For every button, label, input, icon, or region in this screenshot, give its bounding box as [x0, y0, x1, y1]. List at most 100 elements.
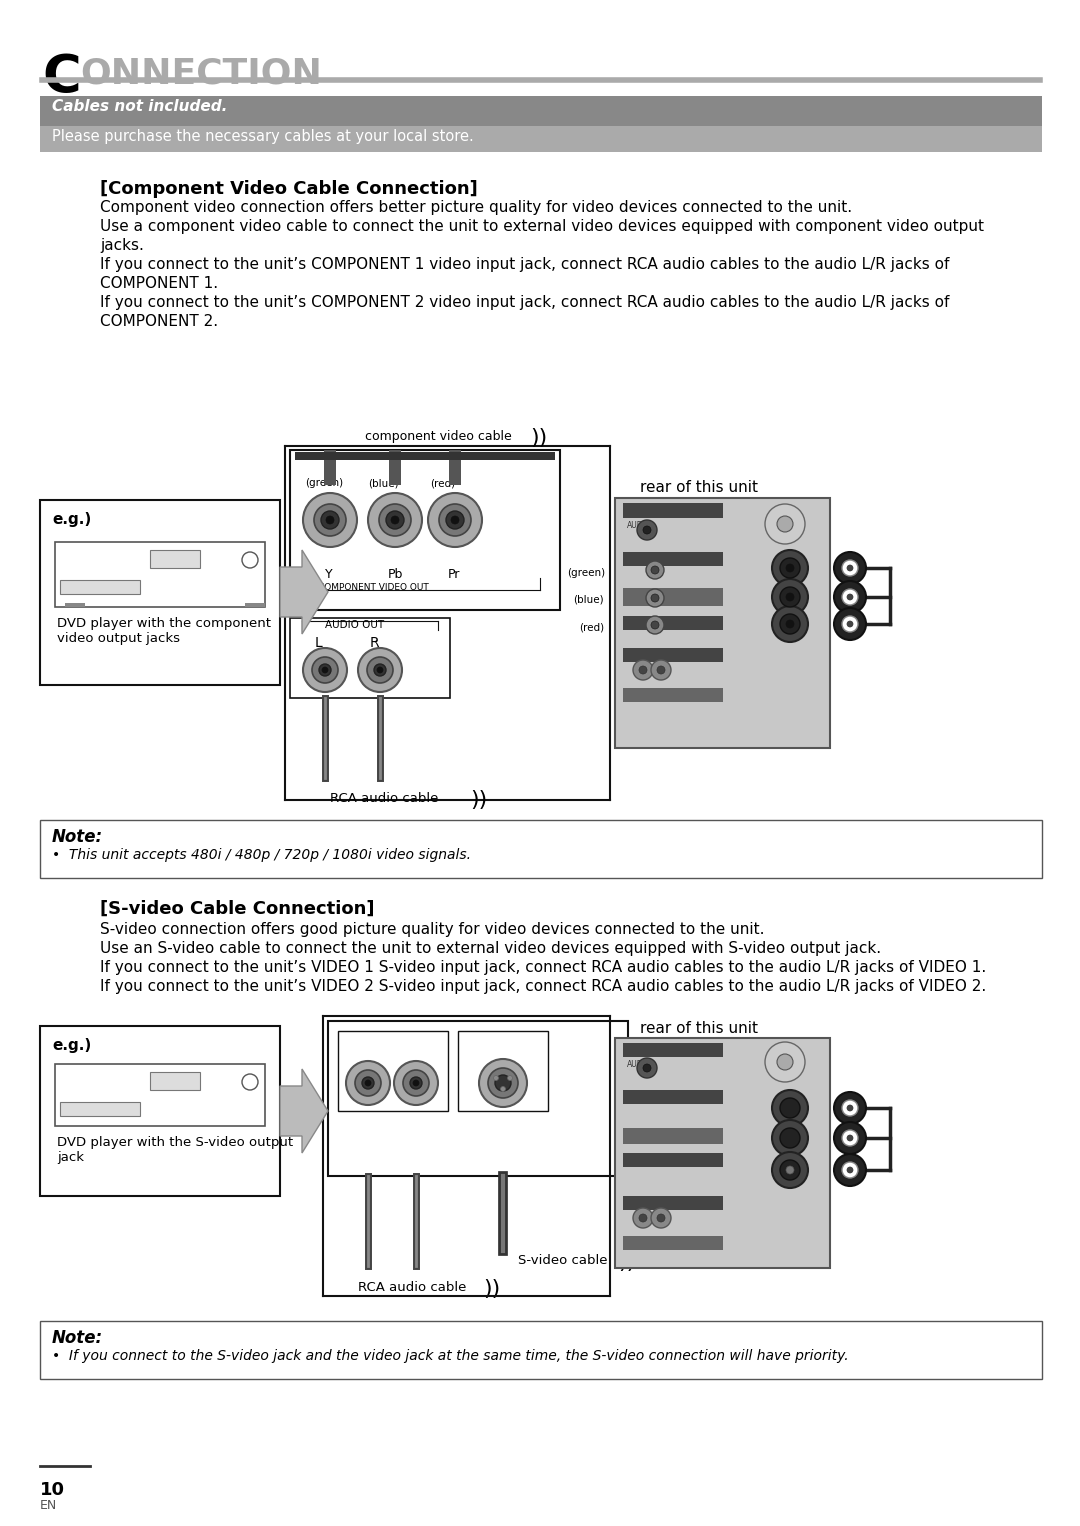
Text: rear of this unit: rear of this unit	[640, 481, 758, 494]
Text: component video cable: component video cable	[365, 430, 512, 443]
Bar	[623, 1236, 723, 1250]
Circle shape	[847, 1135, 853, 1141]
Text: [Component Video Cable Connection]: [Component Video Cable Connection]	[100, 180, 477, 198]
Circle shape	[786, 620, 794, 629]
Bar	[449, 450, 461, 485]
Circle shape	[495, 1074, 511, 1091]
Text: Use an S-video cable to connect the unit to external video devices equipped with: Use an S-video cable to connect the unit…	[100, 942, 881, 955]
Circle shape	[368, 493, 422, 546]
Circle shape	[847, 621, 853, 627]
Circle shape	[847, 565, 853, 571]
Bar	[40, 96, 1042, 127]
Circle shape	[319, 664, 330, 676]
Text: AUDIO: AUDIO	[625, 690, 648, 694]
Circle shape	[322, 667, 328, 673]
Text: )): ))	[530, 427, 548, 449]
Bar	[40, 819, 1042, 877]
Circle shape	[786, 1166, 794, 1173]
Circle shape	[314, 504, 346, 536]
Bar	[615, 497, 831, 748]
Circle shape	[410, 1077, 422, 1090]
Text: (red): (red)	[430, 478, 455, 488]
Circle shape	[488, 1068, 518, 1099]
Text: e.g.): e.g.)	[52, 1038, 91, 1053]
Text: (green): (green)	[305, 478, 343, 488]
Bar	[623, 688, 723, 702]
Text: RCA audio cable: RCA audio cable	[357, 1280, 467, 1294]
Text: (green): (green)	[567, 568, 605, 578]
Circle shape	[780, 588, 800, 607]
Text: VIDEO 1: VIDEO 1	[625, 1154, 657, 1163]
Bar	[40, 127, 1042, 153]
Text: AUDIO: AUDIO	[625, 1129, 648, 1135]
Circle shape	[765, 504, 805, 543]
Text: •  This unit accepts 480i / 480p / 720p / 1080i video signals.: • This unit accepts 480i / 480p / 720p /…	[52, 848, 471, 862]
Circle shape	[321, 511, 339, 530]
Circle shape	[633, 661, 653, 681]
Polygon shape	[280, 1070, 328, 1154]
Circle shape	[834, 581, 866, 613]
Text: COMPONENT 1: COMPONENT 1	[625, 1091, 681, 1100]
Text: AUDIO OUT: AUDIO OUT	[356, 1035, 415, 1044]
Circle shape	[777, 516, 793, 533]
Circle shape	[834, 1122, 866, 1154]
Text: S-video cable: S-video cable	[518, 1254, 607, 1267]
Circle shape	[365, 1080, 372, 1087]
Bar	[623, 552, 723, 566]
Bar	[60, 580, 140, 594]
Text: (red): (red)	[579, 623, 604, 632]
Circle shape	[480, 1059, 527, 1106]
Text: DVD player with the S-video output
jack: DVD player with the S-video output jack	[57, 1135, 293, 1164]
Bar	[623, 649, 723, 662]
Text: e.g.): e.g.)	[52, 513, 91, 526]
Text: Y: Y	[325, 568, 333, 581]
Text: AUDIO: AUDIO	[627, 1061, 651, 1070]
Circle shape	[772, 578, 808, 615]
Text: COMPONENT 2: COMPONENT 2	[625, 1196, 681, 1206]
Circle shape	[842, 560, 858, 575]
Bar	[328, 1021, 627, 1177]
Circle shape	[772, 1090, 808, 1126]
Text: )): ))	[483, 1279, 500, 1299]
Text: If you connect to the unit’s COMPONENT 2 video input jack, connect RCA audio cab: If you connect to the unit’s COMPONENT 2…	[100, 295, 949, 310]
Circle shape	[842, 589, 858, 604]
Text: If you connect to the unit’s VIDEO 2 S-video input jack, connect RCA audio cable: If you connect to the unit’s VIDEO 2 S-v…	[100, 980, 986, 993]
Bar	[60, 1102, 140, 1116]
Circle shape	[500, 1087, 505, 1091]
Circle shape	[777, 1054, 793, 1070]
Bar	[623, 504, 723, 517]
Bar	[458, 1032, 548, 1111]
Circle shape	[303, 649, 347, 691]
Bar	[55, 1064, 265, 1126]
Circle shape	[842, 1161, 858, 1178]
Circle shape	[651, 566, 659, 574]
Text: Component video connection offers better picture quality for video devices conne: Component video connection offers better…	[100, 200, 852, 215]
Text: If you connect to the unit’s COMPONENT 1 video input jack, connect RCA audio cab: If you connect to the unit’s COMPONENT 1…	[100, 256, 949, 272]
Text: OUT: OUT	[476, 1048, 498, 1058]
Bar	[623, 1090, 723, 1103]
Circle shape	[842, 1100, 858, 1116]
Circle shape	[772, 606, 808, 642]
Circle shape	[374, 664, 386, 676]
Circle shape	[651, 594, 659, 601]
Text: Please purchase the necessary cables at your local store.: Please purchase the necessary cables at …	[52, 130, 474, 143]
Text: Use a component video cable to connect the unit to external video devices equipp: Use a component video cable to connect t…	[100, 220, 984, 233]
Text: Pb: Pb	[388, 568, 403, 581]
Text: •  If you connect to the S-video jack and the video jack at the same time, the S: • If you connect to the S-video jack and…	[52, 1349, 849, 1363]
Text: L: L	[315, 636, 323, 650]
Circle shape	[842, 1129, 858, 1146]
Bar	[150, 549, 200, 568]
Bar	[623, 617, 723, 630]
Bar	[295, 452, 555, 459]
Circle shape	[657, 665, 665, 674]
Text: rear of this unit: rear of this unit	[640, 1021, 758, 1036]
Text: )): ))	[618, 1251, 635, 1273]
Bar	[623, 1128, 723, 1144]
Circle shape	[780, 1099, 800, 1119]
Circle shape	[780, 1160, 800, 1180]
Text: AUDIO: AUDIO	[625, 1238, 648, 1244]
Text: AUDIO  AUDIO: AUDIO AUDIO	[625, 589, 675, 595]
Text: jacks.: jacks.	[100, 238, 144, 253]
Text: Note:: Note:	[52, 829, 103, 845]
Circle shape	[637, 1058, 657, 1077]
